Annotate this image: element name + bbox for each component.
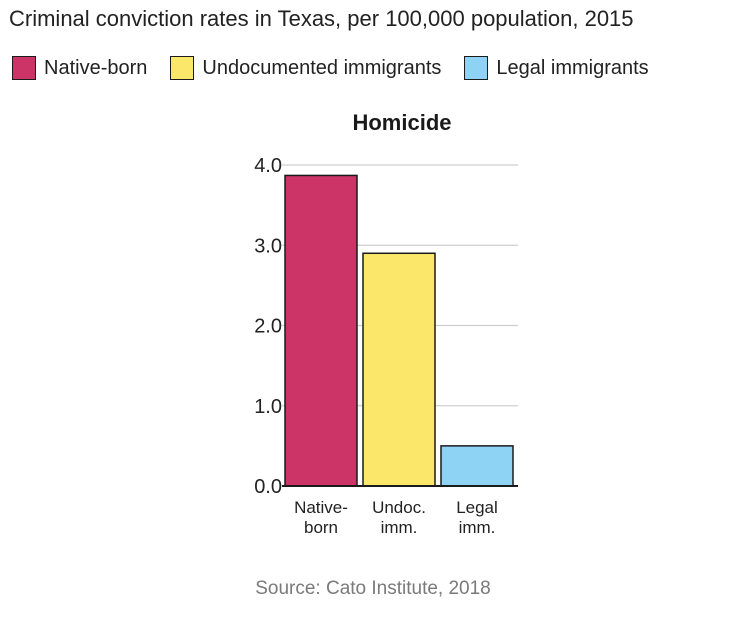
x-tick-label: Undoc. [372,498,426,517]
x-tick-label: Native- [294,498,348,517]
x-tick-label: imm. [459,518,496,537]
y-tick-label: 4.0 [254,155,282,177]
y-tick-label: 1.0 [254,396,282,418]
source-note: Source: Cato Institute, 2018 [255,578,491,599]
x-tick-label: born [304,518,338,537]
legend-swatch-legal [464,56,489,80]
legend-item-native-born: Native-born [12,56,147,80]
legend-swatch-undocumented [170,56,195,80]
y-tick-label: 2.0 [254,316,282,338]
bar-chart: 0.01.02.03.04.0Native-bornUndoc.imm.Lega… [254,155,518,537]
y-tick-label: 3.0 [254,235,282,257]
legend-label-legal: Legal immigrants [496,56,649,79]
bar-undocimm [362,252,436,487]
legend-item-undocumented: Undocumented immigrants [170,56,441,80]
y-tick-label: 0.0 [254,476,282,498]
legend-swatch-native-born [12,56,36,80]
bar-legalimm [440,445,514,487]
chart-title: Homicide [352,110,452,135]
x-tick-label: Legal [456,498,498,517]
legend-item-legal: Legal immigrants [464,56,649,80]
x-tick-label: imm. [381,518,418,537]
chart-figure-title: Criminal conviction rates in Texas, per … [9,6,634,31]
legend-label-undocumented: Undocumented immigrants [202,56,442,79]
legend-label-native-born: Native-born [44,56,148,79]
bar-nativeborn [284,174,358,487]
legend: Native-born Undocumented immigrants Lega… [12,54,672,82]
